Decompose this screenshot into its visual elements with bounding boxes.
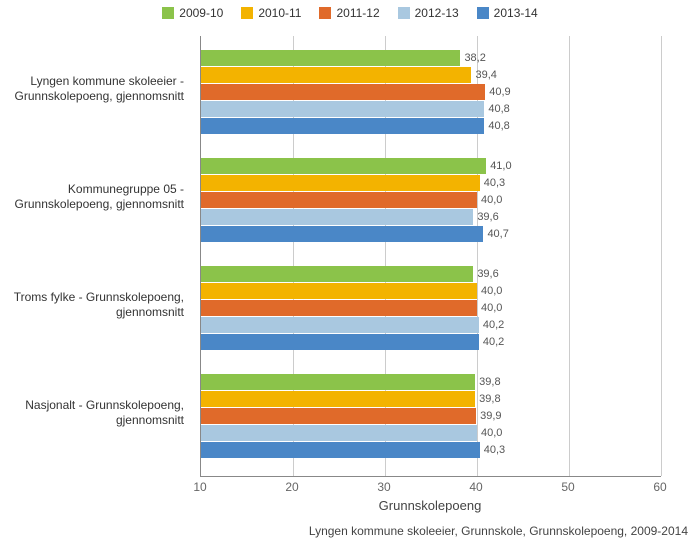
bar-value-label: 40,0 — [481, 300, 502, 316]
bar-value-label: 40,3 — [484, 175, 505, 191]
bar-nasjonalt-2013-14 — [201, 442, 480, 458]
legend-label: 2011-12 — [336, 6, 379, 20]
bar-nasjonalt-2009-10 — [201, 374, 475, 390]
bar-kommunegruppe05-2009-10 — [201, 158, 486, 174]
bar-lyngen-2013-14 — [201, 118, 484, 134]
bar-lyngen-2011-12 — [201, 84, 485, 100]
chart-container: 2009-10 2010-11 2011-12 2012-13 2013-14 Lyng… — [0, 0, 700, 542]
bar-lyngen-2009-10 — [201, 50, 460, 66]
legend-label: 2013-14 — [494, 6, 538, 20]
y-axis-label-lyngen: Lyngen kommune skoleeier - Grunnskolepoe… — [0, 74, 184, 104]
legend-item-2013-14: 2013-14 — [477, 6, 538, 20]
chart-caption: Lyngen kommune skoleeier, Grunnskole, Gr… — [309, 524, 688, 538]
bar-value-label: 39,8 — [479, 391, 500, 407]
legend-item-2009-10: 2009-10 — [162, 6, 223, 20]
legend-swatch — [241, 7, 253, 19]
bar-value-label: 40,3 — [484, 442, 505, 458]
legend-label: 2012-13 — [415, 6, 459, 20]
bar-value-label: 40,0 — [481, 425, 502, 441]
bar-value-label: 39,6 — [477, 266, 498, 282]
legend-item-2012-13: 2012-13 — [398, 6, 459, 20]
legend-item-2011-12: 2011-12 — [319, 6, 379, 20]
bar-value-label: 38,2 — [464, 50, 485, 66]
legend-label: 2009-10 — [179, 6, 223, 20]
legend-swatch — [477, 7, 489, 19]
bar-value-label: 39,9 — [480, 408, 501, 424]
x-tick-label: 30 — [377, 480, 390, 494]
bar-nasjonalt-2012-13 — [201, 425, 477, 441]
bar-value-label: 40,2 — [483, 317, 504, 333]
bar-value-label: 41,0 — [490, 158, 511, 174]
grid-line — [661, 36, 662, 476]
bar-troms-2013-14 — [201, 334, 479, 350]
bar-nasjonalt-2010-11 — [201, 391, 475, 407]
bar-value-label: 40,0 — [481, 283, 502, 299]
x-tick-label: 60 — [653, 480, 666, 494]
bar-lyngen-2012-13 — [201, 101, 484, 117]
bar-kommunegruppe05-2013-14 — [201, 226, 483, 242]
legend: 2009-10 2010-11 2011-12 2012-13 2013-14 — [0, 6, 700, 20]
bar-value-label: 40,8 — [488, 101, 509, 117]
x-tick-label: 50 — [561, 480, 574, 494]
bar-value-label: 39,6 — [477, 209, 498, 225]
bar-value-label: 39,8 — [479, 374, 500, 390]
bar-kommunegruppe05-2012-13 — [201, 209, 473, 225]
legend-item-2010-11: 2010-11 — [241, 6, 301, 20]
plot-area: 38,239,440,940,840,841,040,340,039,640,7… — [200, 36, 661, 477]
y-axis-label-kommunegruppe05: Kommunegruppe 05 - Grunnskolepoeng, gjen… — [0, 182, 184, 212]
bar-value-label: 40,8 — [488, 118, 509, 134]
bar-troms-2012-13 — [201, 317, 479, 333]
x-tick-label: 10 — [193, 480, 206, 494]
bar-value-label: 40,2 — [483, 334, 504, 350]
bar-kommunegruppe05-2010-11 — [201, 175, 480, 191]
legend-swatch — [162, 7, 174, 19]
bar-nasjonalt-2011-12 — [201, 408, 476, 424]
x-tick-label: 40 — [469, 480, 482, 494]
bars-layer: 38,239,440,940,840,841,040,340,039,640,7… — [201, 36, 661, 476]
x-axis-title: Grunnskolepoeng — [200, 498, 660, 513]
bar-value-label: 40,0 — [481, 192, 502, 208]
y-axis-labels: Lyngen kommune skoleeier - Grunnskolepoe… — [0, 36, 190, 476]
x-tick-label: 20 — [285, 480, 298, 494]
bar-troms-2009-10 — [201, 266, 473, 282]
bar-troms-2011-12 — [201, 300, 477, 316]
bar-value-label: 39,4 — [475, 67, 496, 83]
legend-label: 2010-11 — [258, 6, 301, 20]
bar-troms-2010-11 — [201, 283, 477, 299]
legend-swatch — [398, 7, 410, 19]
bar-value-label: 40,7 — [487, 226, 508, 242]
legend-swatch — [319, 7, 331, 19]
bar-value-label: 40,9 — [489, 84, 510, 100]
bar-lyngen-2010-11 — [201, 67, 471, 83]
y-axis-label-nasjonalt: Nasjonalt - Grunnskolepoeng, gjennomsnit… — [0, 398, 184, 428]
bar-kommunegruppe05-2011-12 — [201, 192, 477, 208]
y-axis-label-troms: Troms fylke - Grunnskolepoeng, gjennomsn… — [0, 290, 184, 320]
